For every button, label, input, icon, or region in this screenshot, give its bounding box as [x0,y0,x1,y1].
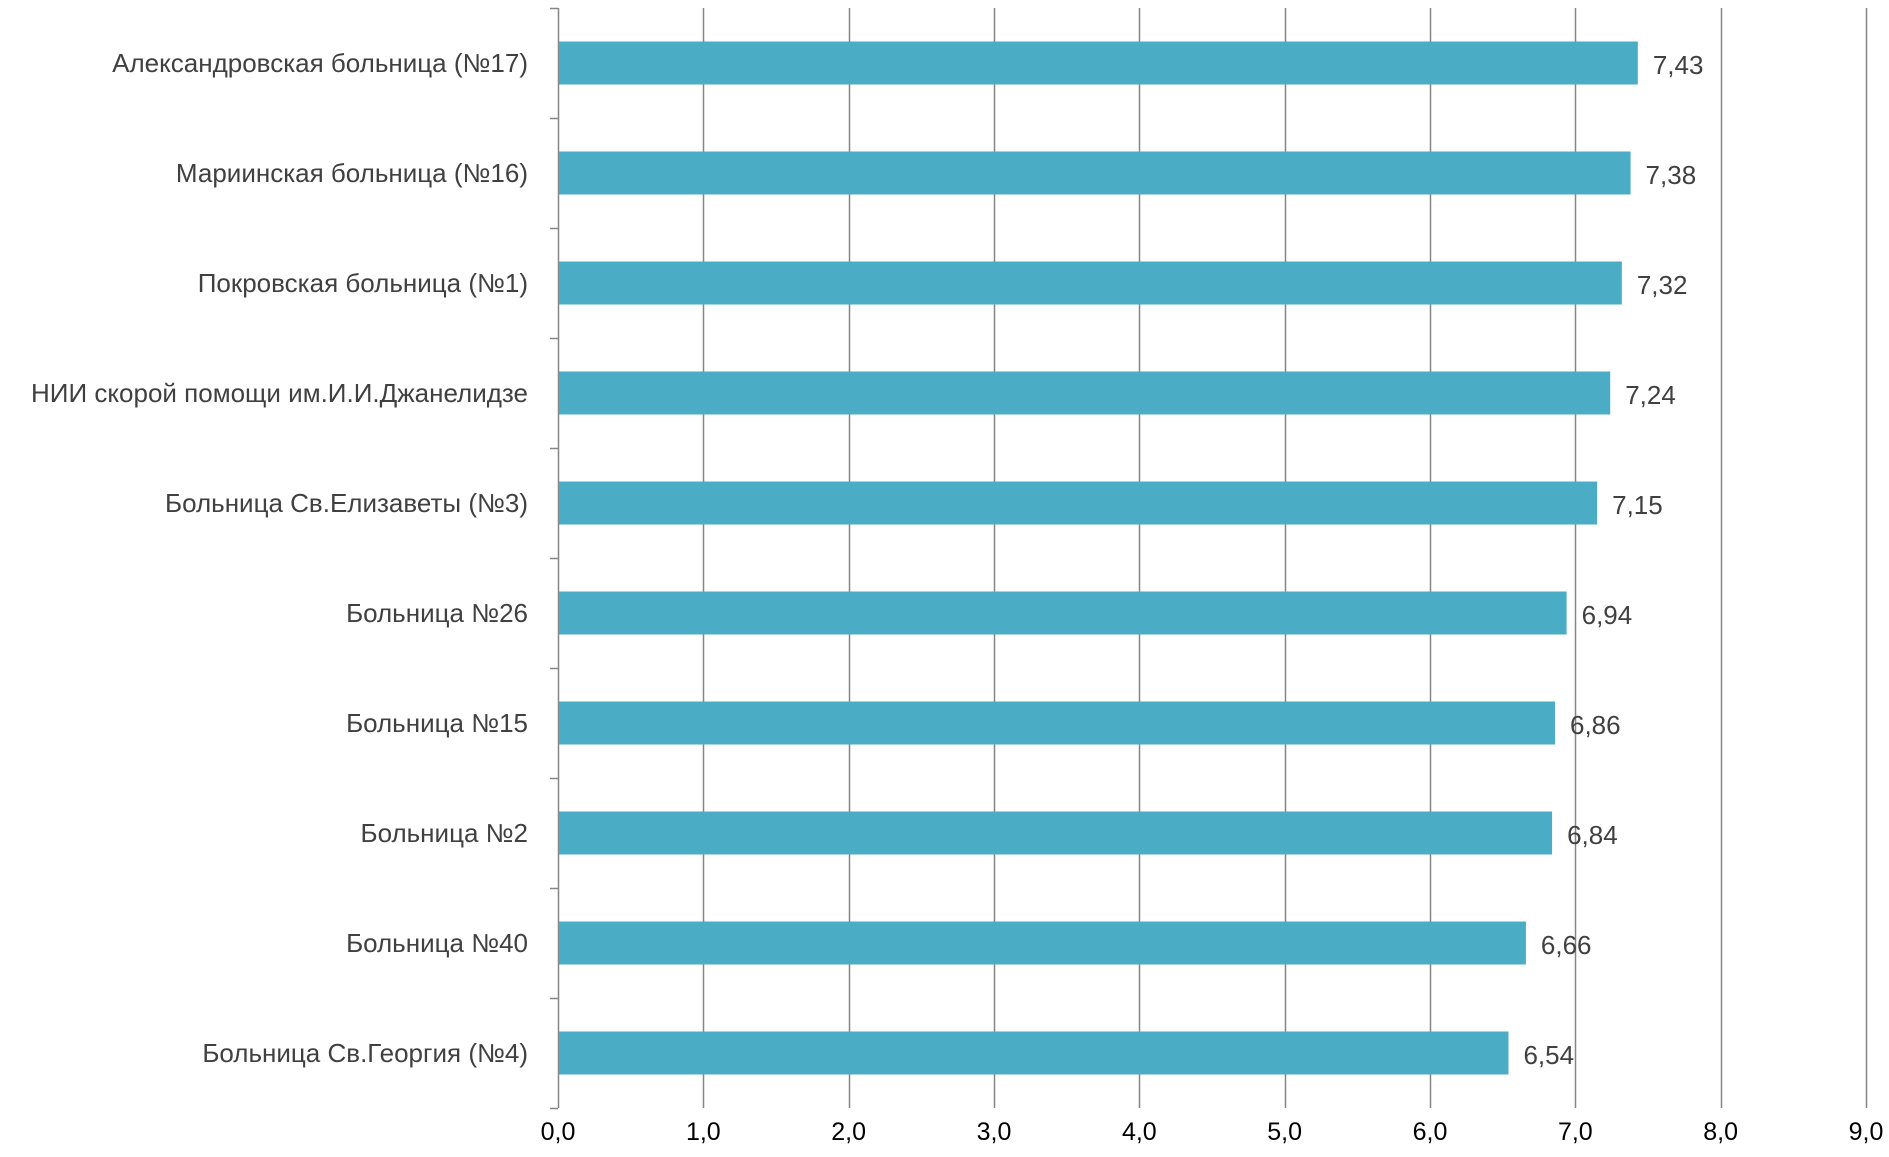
x-tick-label: 9,0 [1849,1118,1884,1146]
category-label: Больница №40 [346,928,528,958]
data-label: 7,38 [1646,160,1697,190]
data-label: 6,86 [1570,710,1621,740]
bar [559,591,1567,635]
data-label: 6,54 [1523,1040,1574,1070]
category-label: Больница Св.Елизаветы (№3) [165,488,528,518]
data-label: 7,15 [1612,490,1663,520]
category-label: НИИ скорой помощи им.И.И.Джанелидзе [31,378,528,408]
x-axis-tick-labels: 0,0 1,0 2,0 3,0 4,0 5,0 6,0 7,0 8,0 9,0 [541,1118,1884,1146]
x-tick-label: 8,0 [1703,1118,1738,1146]
bar [559,371,1611,415]
bar [559,701,1555,745]
data-labels: 7,43 7,38 7,32 7,24 7,15 6,94 6,86 6,84 6,66 6,54 [1523,50,1703,1070]
bar [559,151,1631,195]
x-tick-label: 4,0 [1122,1118,1157,1146]
category-label: Больница №15 [346,708,528,738]
bar [559,481,1598,525]
data-label: 7,32 [1637,270,1688,300]
data-label: 7,43 [1653,50,1704,80]
bar [559,921,1526,965]
category-label: Больница Св.Георгия (№4) [202,1038,528,1068]
x-tick-label: 3,0 [977,1118,1012,1146]
x-tick-label: 1,0 [686,1118,721,1146]
data-label: 6,94 [1582,600,1633,630]
data-label: 7,24 [1625,380,1676,410]
bar [559,41,1638,85]
x-tick-label: 0,0 [541,1118,576,1146]
bar [559,261,1622,305]
data-label: 6,84 [1567,820,1618,850]
category-label: Больница №26 [346,598,528,628]
category-axis [550,7,560,1110]
category-labels: Александровская больница (№17) Мариинская… [31,48,528,1068]
data-label: 6,66 [1541,930,1592,960]
bars [559,41,1638,1075]
category-label: Александровская больница (№17) [112,48,528,78]
category-label: Покровская больница (№1) [198,268,528,298]
x-tick-label: 6,0 [1413,1118,1448,1146]
bar [559,1031,1509,1075]
x-tick-label: 7,0 [1558,1118,1593,1146]
bar [559,811,1553,855]
x-tick-label: 5,0 [1267,1118,1302,1146]
x-tick-label: 2,0 [831,1118,866,1146]
category-label: Больница №2 [361,818,528,848]
category-label: Мариинская больница (№16) [176,158,528,188]
